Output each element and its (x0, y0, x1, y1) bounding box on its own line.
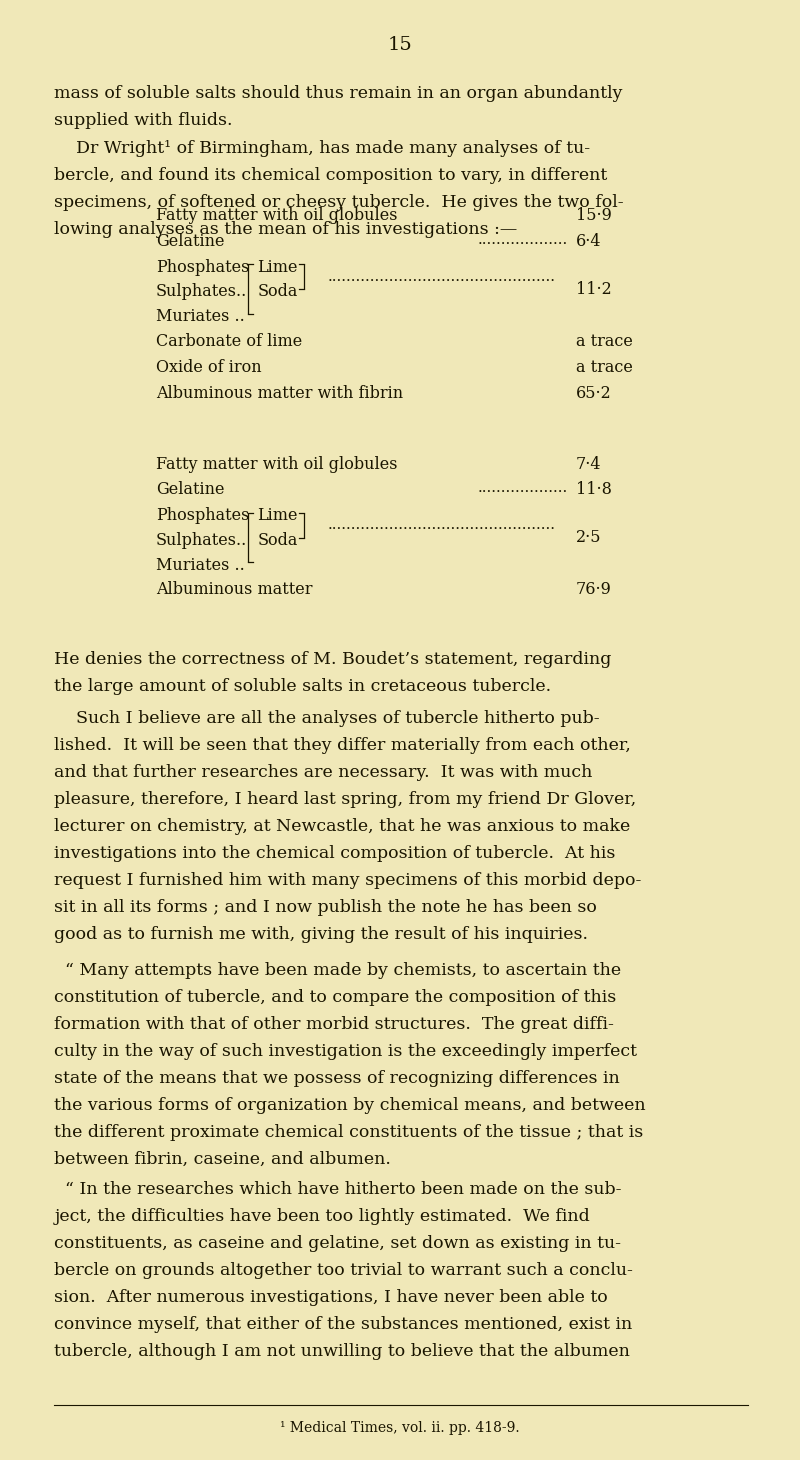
Text: mass of soluble salts should thus remain in an organ abundantly: mass of soluble salts should thus remain… (54, 85, 623, 102)
Text: Sulphates..: Sulphates.. (156, 531, 247, 549)
Text: ...................: ................... (478, 482, 568, 495)
Text: lecturer on chemistry, at Newcastle, that he was anxious to make: lecturer on chemistry, at Newcastle, tha… (54, 818, 630, 835)
Text: Muriates ..: Muriates .. (156, 308, 245, 326)
Text: 15: 15 (388, 36, 412, 54)
Text: supplied with fluids.: supplied with fluids. (54, 112, 233, 128)
Text: 2·5: 2·5 (576, 529, 602, 546)
Text: 65·2: 65·2 (576, 384, 612, 402)
Text: good as to furnish me with, giving the result of his inquiries.: good as to furnish me with, giving the r… (54, 926, 588, 943)
Text: Dr Wright¹ of Birmingham, has made many analyses of tu-: Dr Wright¹ of Birmingham, has made many … (54, 140, 590, 158)
Text: bercle, and found its chemical composition to vary, in different: bercle, and found its chemical compositi… (54, 166, 608, 184)
Text: Soda: Soda (258, 283, 298, 301)
Text: “ Many attempts have been made by chemists, to ascertain the: “ Many attempts have been made by chemis… (54, 962, 622, 980)
Text: the various forms of organization by chemical means, and between: the various forms of organization by che… (54, 1098, 646, 1114)
Text: formation with that of other morbid structures.  The great diffi-: formation with that of other morbid stru… (54, 1016, 614, 1034)
Text: between fibrin, caseine, and albumen.: between fibrin, caseine, and albumen. (54, 1150, 391, 1168)
Text: and that further researches are necessary.  It was with much: and that further researches are necessar… (54, 764, 593, 781)
Text: a trace: a trace (576, 359, 633, 375)
Text: Such I believe are all the analyses of tubercle hitherto pub-: Such I believe are all the analyses of t… (54, 710, 600, 727)
Text: 15·9: 15·9 (576, 207, 612, 225)
Text: constitution of tubercle, and to compare the composition of this: constitution of tubercle, and to compare… (54, 990, 617, 1006)
Text: He denies the correctness of M. Boudet’s statement, regarding: He denies the correctness of M. Boudet’s… (54, 651, 612, 669)
Text: request I furnished him with many specimens of this morbid depo-: request I furnished him with many specim… (54, 872, 642, 889)
Text: Gelatine: Gelatine (156, 234, 225, 250)
Text: a trace: a trace (576, 333, 633, 350)
Text: sit in all its forms ; and I now publish the note he has been so: sit in all its forms ; and I now publish… (54, 899, 598, 915)
Text: Fatty matter with oil globules: Fatty matter with oil globules (156, 207, 398, 225)
Text: sion.  After numerous investigations, I have never been able to: sion. After numerous investigations, I h… (54, 1289, 608, 1307)
Text: ject, the difficulties have been too lightly estimated.  We find: ject, the difficulties have been too lig… (54, 1209, 590, 1225)
Text: Lime: Lime (258, 258, 298, 276)
Text: Fatty matter with oil globules: Fatty matter with oil globules (156, 456, 398, 473)
Text: Phosphates: Phosphates (156, 507, 250, 524)
Text: Soda: Soda (258, 531, 298, 549)
Text: Sulphates..: Sulphates.. (156, 283, 247, 301)
Text: ¹ Medical Times, vol. ii. pp. 418-9.: ¹ Medical Times, vol. ii. pp. 418-9. (280, 1421, 520, 1435)
Text: Carbonate of lime: Carbonate of lime (156, 333, 302, 350)
Text: culty in the way of such investigation is the exceedingly imperfect: culty in the way of such investigation i… (54, 1042, 638, 1060)
Text: “ In the researches which have hitherto been made on the sub-: “ In the researches which have hitherto … (54, 1181, 622, 1199)
Text: constituents, as caseine and gelatine, set down as existing in tu-: constituents, as caseine and gelatine, s… (54, 1235, 622, 1253)
Text: lished.  It will be seen that they differ materially from each other,: lished. It will be seen that they differ… (54, 736, 631, 753)
Text: Phosphates: Phosphates (156, 258, 250, 276)
Text: the large amount of soluble salts in cretaceous tubercle.: the large amount of soluble salts in cre… (54, 677, 551, 695)
Text: Gelatine: Gelatine (156, 482, 225, 498)
Text: lowing analyses as the mean of his investigations :—: lowing analyses as the mean of his inves… (54, 220, 518, 238)
Text: pleasure, therefore, I heard last spring, from my friend Dr Glover,: pleasure, therefore, I heard last spring… (54, 791, 637, 807)
Text: Lime: Lime (258, 507, 298, 524)
Text: ................................................: ........................................… (327, 270, 555, 283)
Text: tubercle, although I am not unwilling to believe that the albumen: tubercle, although I am not unwilling to… (54, 1343, 630, 1361)
Text: 11·8: 11·8 (576, 482, 612, 498)
Text: state of the means that we possess of recognizing differences in: state of the means that we possess of re… (54, 1070, 620, 1088)
Text: 7·4: 7·4 (576, 456, 602, 473)
Text: 11·2: 11·2 (576, 280, 612, 298)
Text: Albuminous matter with fibrin: Albuminous matter with fibrin (156, 384, 403, 402)
Text: 76·9: 76·9 (576, 581, 612, 599)
Text: ................................................: ........................................… (327, 518, 555, 531)
Text: ...................: ................... (478, 234, 568, 247)
Text: Oxide of iron: Oxide of iron (156, 359, 262, 375)
Text: bercle on grounds altogether too trivial to warrant such a conclu-: bercle on grounds altogether too trivial… (54, 1261, 634, 1279)
Text: 6·4: 6·4 (576, 234, 602, 250)
Text: convince myself, that either of the substances mentioned, exist in: convince myself, that either of the subs… (54, 1317, 633, 1333)
Text: specimens, of softened or cheesy tubercle.  He gives the two fol-: specimens, of softened or cheesy tubercl… (54, 194, 624, 212)
Text: the different proximate chemical constituents of the tissue ; that is: the different proximate chemical constit… (54, 1124, 644, 1142)
Text: investigations into the chemical composition of tubercle.  At his: investigations into the chemical composi… (54, 844, 616, 861)
Text: Albuminous matter: Albuminous matter (156, 581, 313, 599)
Text: Muriates ..: Muriates .. (156, 556, 245, 574)
